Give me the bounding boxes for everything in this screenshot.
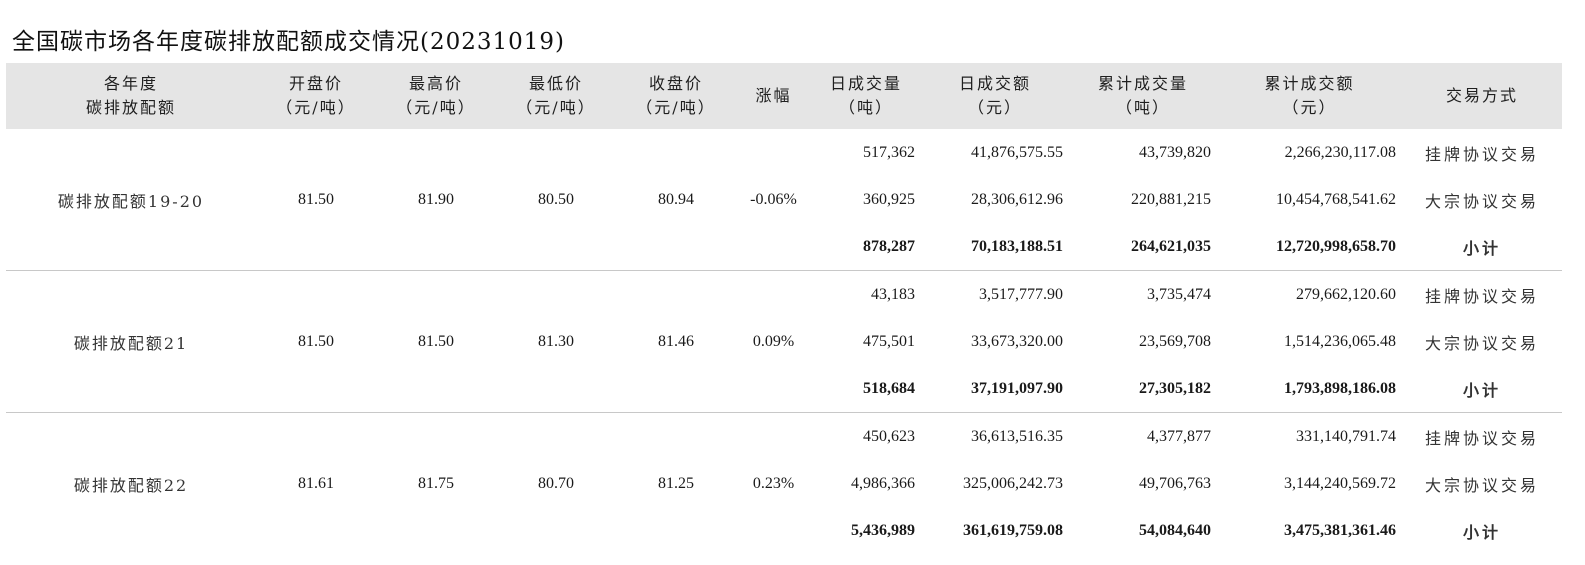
col-header-change: 涨幅 — [755, 86, 792, 105]
table-row: 475,501 33,673,320.00 23,569,708 1,514,2… — [6, 318, 1562, 365]
cum-amount-cell: 331,140,791.74 — [1296, 427, 1396, 445]
trade-mode-cell: 大宗协议交易 — [1424, 333, 1539, 353]
close-price-cell: 80.94 — [616, 129, 736, 271]
cum-amount-cell: 1,793,898,186.08 — [1217, 365, 1402, 413]
header-row: 各年度 碳排放配额 开盘价 （元/吨） 最高价 （元/吨） 最低价 （元/吨） 收盘价（… — [6, 63, 1562, 129]
variety-cell: 碳排放配额22 — [73, 475, 189, 495]
variety-cell: 碳排放配额21 — [6, 270, 256, 413]
trade-mode-cell: 大宗协议交易 — [1424, 191, 1539, 211]
table-row: 碳排放配额19-20 81.50 81.90 80.50 80.94 -0.06… — [6, 129, 1562, 271]
page-title: 全国碳市场各年度碳排放配额成交情况(20231019) — [12, 29, 566, 55]
trade-mode-cell: 小计 — [1402, 223, 1562, 271]
daily-amount-cell: 361,619,759.08 — [963, 521, 1063, 539]
open-price-cell: 81.61 — [298, 474, 334, 492]
cum-amount-cell: 3,144,240,569.72 — [1284, 474, 1396, 492]
change-cell: 0.09% — [736, 270, 811, 413]
trade-mode-cell: 挂牌协议交易 — [1424, 428, 1539, 448]
col-header-variety: 各年度 碳排放配额 — [85, 74, 176, 117]
col-header-open: 开盘价 （元/吨） — [276, 74, 356, 117]
cum-volume-cell: 3,735,474 — [1147, 285, 1211, 303]
daily-volume-cell: 450,623 — [863, 427, 915, 445]
col-header-cum-amount: 累计成交额 （元） — [1264, 74, 1355, 117]
daily-volume-cell: 518,684 — [811, 365, 921, 413]
daily-volume-cell: 360,925 — [863, 190, 915, 208]
col-header-high: 最高价 （元/吨） — [396, 74, 476, 117]
close-price-cell: 81.46 — [616, 270, 736, 413]
daily-amount-cell: 325,006,242.73 — [963, 474, 1063, 492]
change-cell: 0.23% — [752, 474, 795, 492]
low-price-cell: 80.50 — [496, 129, 616, 271]
carbon-market-table: 各年度 碳排放配额 开盘价 （元/吨） 最高价 （元/吨） 最低价 （元/吨） 收盘价（… — [6, 63, 1562, 554]
trade-mode-cell: 小计 — [1402, 365, 1562, 413]
cum-volume-cell: 264,621,035 — [1069, 223, 1217, 271]
cum-amount-cell: 279,662,120.60 — [1296, 285, 1396, 303]
cum-amount-cell: 2,266,230,117.08 — [1284, 143, 1396, 161]
high-price-cell: 81.75 — [418, 474, 454, 492]
cum-amount-cell: 12,720,998,658.70 — [1217, 223, 1402, 271]
subtotal-row: 5,436,989 361,619,759.08 54,084,640 3,47… — [6, 507, 1562, 554]
daily-volume-cell: 878,287 — [811, 223, 921, 271]
cum-volume-cell: 4,377,877 — [1147, 427, 1211, 445]
cum-volume-cell: 23,569,708 — [1139, 332, 1211, 350]
trade-mode-cell: 挂牌协议交易 — [1424, 144, 1539, 164]
col-header-low: 最低价 （元/吨） — [516, 74, 596, 117]
open-price-cell: 81.50 — [256, 129, 376, 271]
cum-amount-cell: 10,454,768,541.62 — [1276, 190, 1396, 208]
table-row: 360,925 28,306,612.96 220,881,215 10,454… — [6, 176, 1562, 223]
cum-volume-cell: 49,706,763 — [1139, 474, 1211, 492]
cum-volume-cell: 27,305,182 — [1069, 365, 1217, 413]
subtotal-row: 878,287 70,183,188.51 264,621,035 12,720… — [6, 223, 1562, 271]
daily-amount-cell: 28,306,612.96 — [971, 190, 1063, 208]
trade-mode-cell: 挂牌协议交易 — [1424, 286, 1539, 306]
table-row: 碳排放配额22 81.61 81.75 80.70 81.25 0.23% 45… — [6, 413, 1562, 495]
variety-cell: 碳排放配额19-20 — [6, 129, 256, 271]
daily-volume-cell: 475,501 — [863, 332, 915, 350]
daily-amount-cell: 3,517,777.90 — [979, 285, 1063, 303]
daily-amount-cell: 36,613,516.35 — [971, 427, 1063, 445]
col-header-close: 收盘价 （元/吨） — [636, 74, 716, 117]
daily-amount-cell: 41,876,575.55 — [971, 143, 1063, 161]
col-header-cum-volume: 累计成交量 （吨） — [1097, 74, 1188, 117]
cum-volume-cell: 43,739,820 — [1139, 143, 1211, 161]
daily-amount-cell: 37,191,097.90 — [921, 365, 1069, 413]
trade-mode-cell: 大宗协议交易 — [1424, 475, 1539, 495]
daily-volume-cell: 517,362 — [863, 143, 915, 161]
daily-volume-cell: 4,986,366 — [851, 474, 915, 492]
high-price-cell: 81.90 — [376, 129, 496, 271]
daily-amount-cell: 70,183,188.51 — [921, 223, 1069, 271]
daily-volume-cell: 43,183 — [871, 285, 915, 303]
cum-volume-cell: 54,084,640 — [1139, 521, 1211, 539]
col-header-daily-volume: 日成交量 （吨） — [829, 74, 902, 117]
cum-volume-cell: 220,881,215 — [1131, 190, 1211, 208]
cum-amount-cell: 1,514,236,065.48 — [1284, 332, 1396, 350]
col-header-daily-amount: 日成交额 （元） — [958, 74, 1031, 117]
open-price-cell: 81.50 — [256, 270, 376, 413]
table-row: 碳排放配额21 81.50 81.50 81.30 81.46 0.09% 43… — [6, 270, 1562, 413]
daily-amount-cell: 33,673,320.00 — [971, 332, 1063, 350]
change-cell: -0.06% — [736, 129, 811, 271]
close-price-cell: 81.25 — [658, 474, 694, 492]
table-row: 4,986,366 325,006,242.73 49,706,763 3,14… — [6, 460, 1562, 507]
daily-volume-cell: 5,436,989 — [851, 521, 915, 539]
low-price-cell: 80.70 — [538, 474, 574, 492]
col-header-trade-mode: 交易方式 — [1445, 86, 1518, 105]
trade-mode-cell: 小计 — [1462, 522, 1501, 542]
high-price-cell: 81.50 — [376, 270, 496, 413]
low-price-cell: 81.30 — [496, 270, 616, 413]
subtotal-row: 518,684 37,191,097.90 27,305,182 1,793,8… — [6, 365, 1562, 413]
cum-amount-cell: 3,475,381,361.46 — [1284, 521, 1396, 539]
